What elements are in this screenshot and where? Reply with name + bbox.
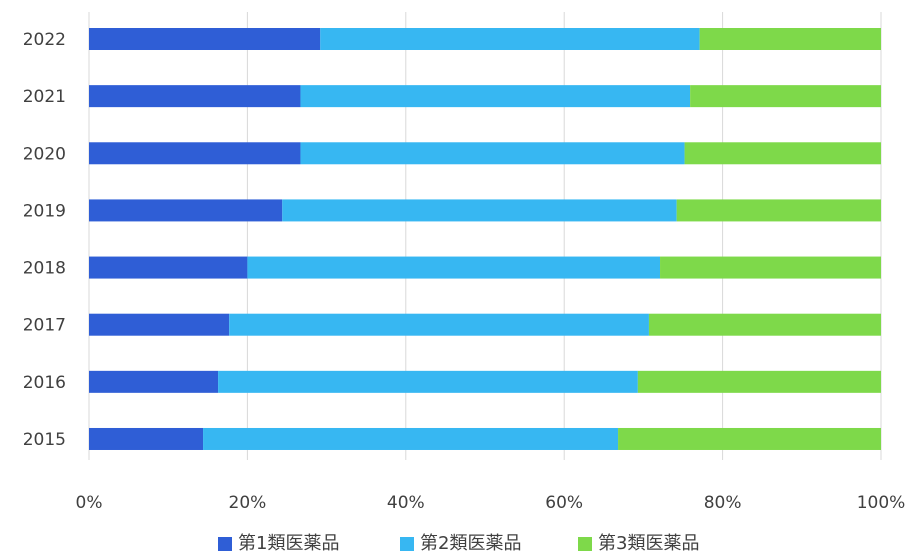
bar-segment-2019-series-1 [89,199,283,222]
y-axis-labels: 2022 2021 2020 2019 2018 2017 2016 2015 [23,30,66,450]
x-tick-label: 80% [704,493,742,513]
y-category-label: 2018 [23,259,66,279]
bar-segment-2019-series-2 [282,199,677,222]
bar-segment-2017-series-1 [89,313,230,336]
x-tick-label: 40% [387,493,425,513]
bar-segment-2021-series-2 [300,85,691,108]
legend-swatch-series-2 [400,537,414,551]
bar-segment-2022-series-2 [320,28,700,50]
bar-segment-2018-series-1 [89,256,248,279]
bar-segment-2020-series-3 [684,142,881,165]
x-tick-label: 0% [76,493,103,513]
bar-segment-2022-series-1 [89,28,321,50]
bar-segment-2020-series-1 [89,142,301,165]
x-tick-label: 60% [545,493,583,513]
y-category-label: 2019 [23,201,66,221]
legend: 第1類医薬品 第2類医薬品 第3類医薬品 [218,533,699,554]
x-axis-labels: 0% 20% 40% 60% 80% 100% [76,493,906,513]
bar-segment-2016-series-1 [89,370,219,393]
bar-segment-2018-series-3 [660,256,881,279]
y-category-label: 2020 [23,144,66,164]
bars [89,28,881,450]
x-tick-label: 20% [229,493,267,513]
legend-label-series-2: 第2類医薬品 [420,533,521,554]
bar-segment-2015-series-3 [618,427,881,450]
bar-segment-2018-series-2 [247,256,661,279]
bar-segment-2017-series-3 [648,313,881,336]
y-category-label: 2016 [23,373,66,393]
y-category-label: 2022 [23,30,66,50]
bar-segment-2022-series-3 [699,28,881,50]
bar-segment-2020-series-2 [300,142,685,165]
bar-segment-2016-series-2 [218,370,638,393]
legend-label-series-1: 第1類医薬品 [238,533,339,554]
bar-segment-2015-series-2 [203,427,619,450]
y-category-label: 2015 [23,430,66,450]
bar-segment-2017-series-2 [229,313,649,336]
bar-segment-2021-series-1 [89,85,301,108]
bar-segment-2015-series-1 [89,427,204,450]
y-category-label: 2021 [23,87,66,107]
legend-swatch-series-3 [578,537,592,551]
bar-segment-2016-series-3 [637,370,881,393]
legend-swatch-series-1 [218,537,232,551]
bar-segment-2019-series-3 [676,199,881,222]
legend-label-series-3: 第3類医薬品 [598,533,699,554]
bar-segment-2021-series-3 [690,85,881,108]
y-category-label: 2017 [23,316,66,336]
x-tick-label: 100% [857,493,906,513]
